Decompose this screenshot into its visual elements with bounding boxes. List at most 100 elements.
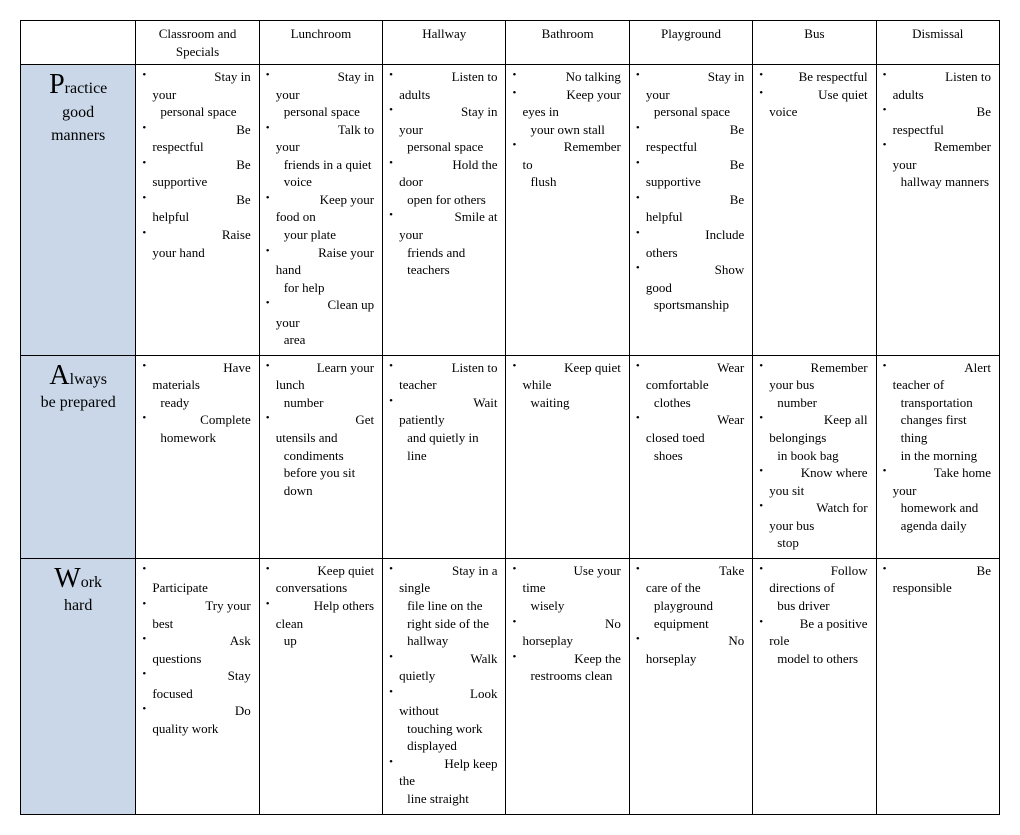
- table-row: PracticegoodmannersStay inyourpersonal s…: [21, 65, 1000, 356]
- matrix-cell: Stay inyourpersonal spaceBerespectfulBes…: [136, 65, 259, 356]
- bullet-item: Besupportive: [634, 156, 748, 191]
- bullet-item: Havematerialsready: [140, 359, 254, 412]
- bullet-item: Be a positiverolemodel to others: [757, 615, 871, 668]
- bullet-item: Beresponsible: [881, 562, 995, 597]
- bullet-item: Getutensils andcondimentsbefore you sitd…: [264, 411, 378, 499]
- bullet-item: Lookwithouttouching workdisplayed: [387, 685, 501, 755]
- bullet-item: Wearclosed toedshoes: [634, 411, 748, 464]
- table-row: Workhard ParticipateTry yourbestAskquest…: [21, 558, 1000, 814]
- matrix-cell: No talkingKeep youreyes inyour own stall…: [506, 65, 629, 356]
- col-header: Hallway: [383, 21, 506, 65]
- bullet-item: Keep therestrooms clean: [510, 650, 624, 685]
- bullet-item: Stay inyourpersonal space: [387, 103, 501, 156]
- bullet-item: Talk toyourfriends in a quietvoice: [264, 121, 378, 191]
- bullet-item: Participate: [140, 562, 254, 597]
- table-header: Classroom and Specials Lunchroom Hallway…: [21, 21, 1000, 65]
- bullet-item: Be respectful: [757, 68, 871, 86]
- bullet-item: Keep youreyes inyour own stall: [510, 86, 624, 139]
- table-body: PracticegoodmannersStay inyourpersonal s…: [21, 65, 1000, 814]
- bullet-item: Takecare of theplaygroundequipment: [634, 562, 748, 632]
- bullet-item: Rememberyour busnumber: [757, 359, 871, 412]
- matrix-cell: Keep quietwhilewaiting: [506, 355, 629, 558]
- bullet-item: Doquality work: [140, 702, 254, 737]
- bullet-item: Alertteacher oftransportationchanges fir…: [881, 359, 995, 464]
- matrix-cell: Beresponsible: [876, 558, 999, 814]
- bullet-item: Raise yourhandfor help: [264, 244, 378, 297]
- bullet-item: Besupportive: [140, 156, 254, 191]
- bullet-item: Watch foryour busstop: [757, 499, 871, 552]
- matrix-cell: Be respectfulUse quietvoice: [753, 65, 876, 356]
- bullet-item: Showgoodsportsmanship: [634, 261, 748, 314]
- bullet-item: Listen toadults: [387, 68, 501, 103]
- bullet-item: No talking: [510, 68, 624, 86]
- bullet-item: Keep quietconversations: [264, 562, 378, 597]
- bullet-item: Askquestions: [140, 632, 254, 667]
- col-header: Bathroom: [506, 21, 629, 65]
- bullet-item: Berespectful: [634, 121, 748, 156]
- row-header: Alwaysbe prepared: [21, 355, 136, 558]
- matrix-cell: WearcomfortableclothesWearclosed toedsho…: [629, 355, 752, 558]
- matrix-cell: Listen toadultsStay inyourpersonal space…: [383, 65, 506, 356]
- bullet-item: Help otherscleanup: [264, 597, 378, 650]
- bullet-item: Wearcomfortableclothes: [634, 359, 748, 412]
- matrix-cell: Listen toadultsBerespectfulRememberyourh…: [876, 65, 999, 356]
- matrix-cell: Followdirections ofbus driverBe a positi…: [753, 558, 876, 814]
- bullet-item: Learn yourlunchnumber: [264, 359, 378, 412]
- col-header: Lunchroom: [259, 21, 382, 65]
- bullet-item: Listen toadults: [881, 68, 995, 103]
- bullet-item: Hold thedooropen for others: [387, 156, 501, 209]
- matrix-cell: ParticipateTry yourbestAskquestionsStayf…: [136, 558, 259, 814]
- bullet-item: Behelpful: [634, 191, 748, 226]
- bullet-item: Berespectful: [881, 103, 995, 138]
- row-header: Practicegoodmanners: [21, 65, 136, 356]
- corner-cell: [21, 21, 136, 65]
- bullet-item: Help keeptheline straight: [387, 755, 501, 808]
- bullet-item: Walkquietly: [387, 650, 501, 685]
- matrix-cell: Stay inyourpersonal spaceBerespectfulBes…: [629, 65, 752, 356]
- bullet-item: Rememberyourhallway manners: [881, 138, 995, 191]
- behavior-matrix-table: Classroom and Specials Lunchroom Hallway…: [20, 20, 1000, 815]
- bullet-item: Remembertoflush: [510, 138, 624, 191]
- bullet-item: Stay in asinglefile line on theright sid…: [387, 562, 501, 650]
- matrix-cell: HavematerialsreadyCompletehomework: [136, 355, 259, 558]
- bullet-item: Followdirections ofbus driver: [757, 562, 871, 615]
- bullet-item: Try yourbest: [140, 597, 254, 632]
- bullet-item: Stay inyourpersonal space: [140, 68, 254, 121]
- col-header: Bus: [753, 21, 876, 65]
- bullet-item: Stay inyourpersonal space: [634, 68, 748, 121]
- bullet-item: Clean upyourarea: [264, 296, 378, 349]
- bullet-item: Waitpatientlyand quietly inline: [387, 394, 501, 464]
- bullet-item: Stay inyourpersonal space: [264, 68, 378, 121]
- bullet-item: Behelpful: [140, 191, 254, 226]
- bullet-item: Smile atyourfriends andteachers: [387, 208, 501, 278]
- bullet-item: Listen toteacher: [387, 359, 501, 394]
- matrix-cell: Rememberyour busnumberKeep allbelongings…: [753, 355, 876, 558]
- bullet-item: Keep quietwhilewaiting: [510, 359, 624, 412]
- bullet-item: Nohorseplay: [510, 615, 624, 650]
- matrix-cell: Learn yourlunchnumberGetutensils andcond…: [259, 355, 382, 558]
- bullet-item: Raiseyour hand: [140, 226, 254, 261]
- bullet-item: Keep allbelongingsin book bag: [757, 411, 871, 464]
- matrix-cell: Use yourtimewiselyNohorseplayKeep theres…: [506, 558, 629, 814]
- matrix-cell: Takecare of theplaygroundequipmentNohors…: [629, 558, 752, 814]
- matrix-cell: Stay in asinglefile line on theright sid…: [383, 558, 506, 814]
- bullet-item: Keep yourfood onyour plate: [264, 191, 378, 244]
- bullet-item: Nohorseplay: [634, 632, 748, 667]
- bullet-item: Completehomework: [140, 411, 254, 446]
- col-header: Classroom and Specials: [136, 21, 259, 65]
- matrix-cell: Stay inyourpersonal spaceTalk toyourfrie…: [259, 65, 382, 356]
- bullet-item: Know whereyou sit: [757, 464, 871, 499]
- bullet-item: Stayfocused: [140, 667, 254, 702]
- col-header: Dismissal: [876, 21, 999, 65]
- bullet-item: Use yourtimewisely: [510, 562, 624, 615]
- bullet-item: Includeothers: [634, 226, 748, 261]
- matrix-cell: Listen toteacherWaitpatientlyand quietly…: [383, 355, 506, 558]
- table-row: Alwaysbe preparedHavematerialsreadyCompl…: [21, 355, 1000, 558]
- matrix-cell: Keep quietconversationsHelp otherscleanu…: [259, 558, 382, 814]
- matrix-cell: Alertteacher oftransportationchanges fir…: [876, 355, 999, 558]
- bullet-item: Take homeyourhomework andagenda daily: [881, 464, 995, 534]
- row-header: Workhard: [21, 558, 136, 814]
- bullet-item: Berespectful: [140, 121, 254, 156]
- bullet-item: Use quietvoice: [757, 86, 871, 121]
- col-header: Playground: [629, 21, 752, 65]
